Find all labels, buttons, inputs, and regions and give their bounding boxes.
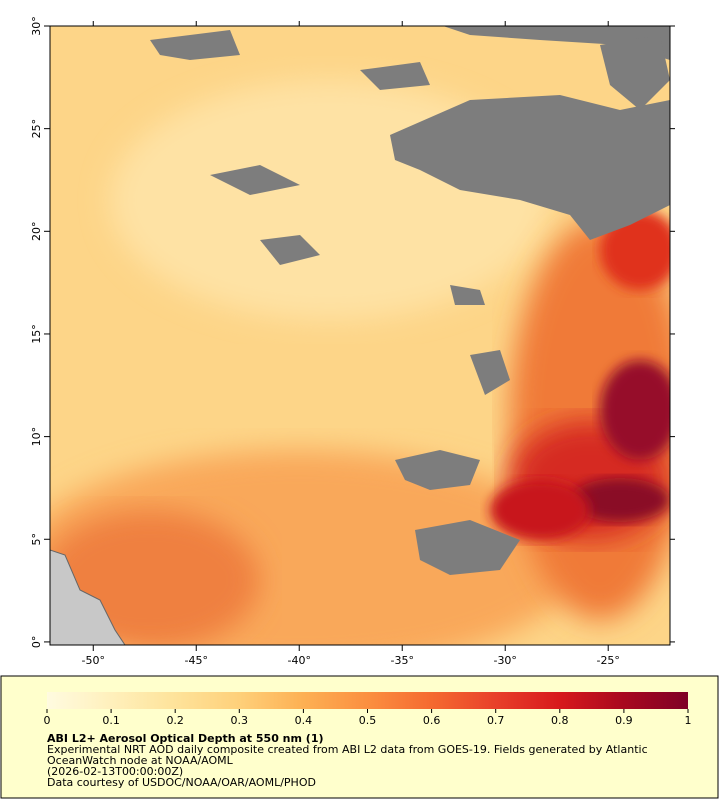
x-tick-label: -40° (288, 654, 311, 667)
x-tick-label: -50° (82, 654, 105, 667)
colorbar-tick-label: 0.1 (102, 714, 120, 727)
colorbar-tick-label: 0.5 (359, 714, 377, 727)
colorbar-axis: 0 0.1 0.2 0.3 0.4 0.5 0.6 0.7 0.8 0.9 1 (44, 709, 692, 727)
colorbar-tick-label: 0.8 (551, 714, 569, 727)
y-tick-label: 30° (30, 16, 43, 36)
colorbar-tick-label: 0.4 (295, 714, 313, 727)
colorbar-tick-label: 0 (44, 714, 51, 727)
y-tick-label: 10° (30, 427, 43, 447)
x-tick-label: -35° (390, 654, 413, 667)
colorbar-tick-label: 0.3 (231, 714, 249, 727)
x-tick-label: -45° (185, 654, 208, 667)
legend-line: Experimental NRT AOD daily composite cre… (47, 743, 648, 756)
colorbar-tick-label: 1 (685, 714, 692, 727)
y-tick-label: 0° (30, 636, 43, 649)
map-image (50, 26, 670, 645)
colorbar-tick-label: 0.9 (615, 714, 633, 727)
y-tick-label: 15° (30, 324, 43, 344)
legend-line: (2026-02-13T00:00:00Z) (47, 765, 183, 778)
x-tick-label: -30° (493, 654, 516, 667)
colorbar-tick-label: 0.6 (423, 714, 441, 727)
y-tick-label: 25° (30, 119, 43, 139)
legend-title: ABI L2+ Aerosol Optical Depth at 550 nm … (47, 732, 324, 745)
x-tick-label: -25° (596, 654, 619, 667)
map-frame (49, 25, 671, 646)
colorbar-tick-label: 0.7 (487, 714, 505, 727)
legend-line: OceanWatch node at NOAA/AOML (47, 754, 234, 767)
colorbar-tick-label: 0.2 (166, 714, 184, 727)
colorbar (47, 692, 688, 709)
y-tick-label: 5° (30, 533, 43, 546)
y-tick-label: 20° (30, 222, 43, 242)
axes: -50° -45° -40° -35° -30° -25° 0° 5° 10° 15° 20° 25°… (30, 16, 675, 667)
legend-line: Data courtesy of USDOC/NOAA/OAR/AOML/PHO… (47, 776, 316, 789)
